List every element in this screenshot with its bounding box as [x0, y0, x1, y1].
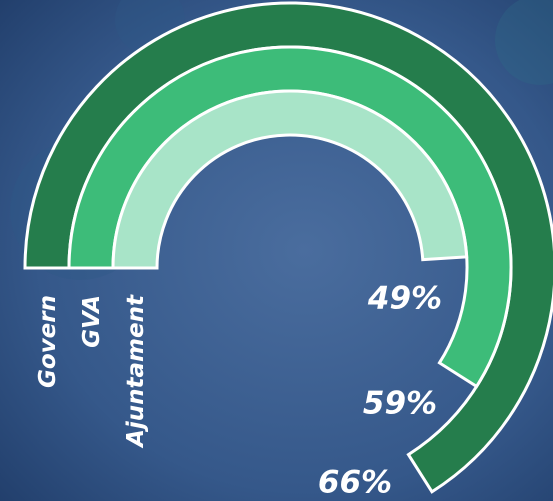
category-label: Ajuntament	[123, 294, 149, 449]
page: Govern66%GVA59%Ajuntament49% (() => { co…	[0, 0, 553, 501]
chart: Govern 66% GVA 59% Ajuntament 49%	[0, 0, 553, 501]
category-label: GVA	[79, 295, 105, 348]
value-label: 59%	[363, 386, 437, 422]
value-label: 66%	[318, 465, 392, 501]
value-label: 49%	[367, 281, 442, 317]
category-label: Govern	[35, 295, 61, 388]
